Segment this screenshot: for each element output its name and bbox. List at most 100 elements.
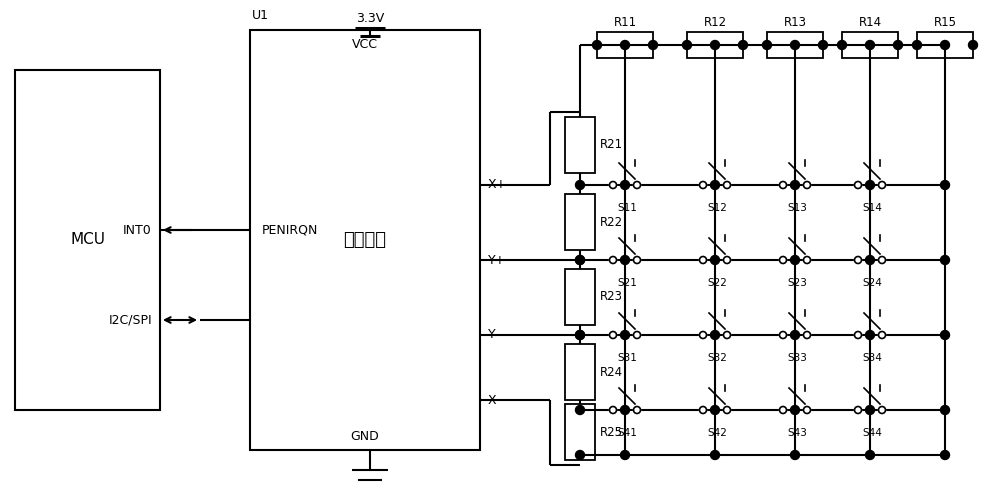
Circle shape: [634, 331, 640, 339]
Bar: [687, 32, 743, 58]
Circle shape: [576, 406, 584, 414]
Circle shape: [738, 41, 748, 49]
Text: R25: R25: [600, 426, 623, 439]
Text: S24: S24: [862, 278, 882, 288]
Text: MCU: MCU: [70, 232, 105, 247]
Circle shape: [710, 330, 720, 340]
Circle shape: [710, 406, 720, 414]
Text: S44: S44: [862, 428, 882, 438]
Circle shape: [790, 181, 800, 189]
Text: R22: R22: [600, 215, 623, 228]
Text: R24: R24: [600, 366, 623, 379]
Bar: [250, 30, 480, 450]
Circle shape: [700, 182, 706, 188]
Circle shape: [620, 451, 630, 459]
Circle shape: [780, 182, 786, 188]
Circle shape: [866, 406, 874, 414]
Circle shape: [610, 331, 616, 339]
Circle shape: [610, 407, 616, 413]
Circle shape: [854, 182, 862, 188]
Text: Y-: Y-: [488, 328, 499, 341]
Circle shape: [940, 256, 950, 265]
Text: R12: R12: [703, 16, 727, 29]
Circle shape: [576, 451, 584, 459]
Text: 3.3V: 3.3V: [356, 12, 384, 25]
Bar: [565, 269, 595, 325]
Text: S31: S31: [617, 353, 637, 363]
Circle shape: [879, 331, 886, 339]
Circle shape: [620, 330, 630, 340]
Text: R21: R21: [600, 139, 623, 152]
Circle shape: [894, 41, 902, 49]
Text: R11: R11: [613, 16, 637, 29]
Text: S14: S14: [862, 203, 882, 213]
Circle shape: [940, 406, 950, 414]
Circle shape: [879, 182, 886, 188]
Bar: [565, 344, 595, 400]
Circle shape: [818, 41, 828, 49]
Circle shape: [866, 451, 874, 459]
Circle shape: [790, 330, 800, 340]
Circle shape: [780, 407, 786, 413]
Circle shape: [879, 407, 886, 413]
Circle shape: [634, 407, 640, 413]
Circle shape: [700, 256, 706, 264]
Text: 触摸芯片: 触摸芯片: [344, 231, 386, 249]
Circle shape: [710, 41, 720, 49]
Text: S42: S42: [707, 428, 727, 438]
Circle shape: [620, 41, 630, 49]
Circle shape: [912, 41, 922, 49]
Circle shape: [634, 182, 640, 188]
Circle shape: [634, 256, 640, 264]
Circle shape: [804, 182, 810, 188]
Circle shape: [610, 182, 616, 188]
Circle shape: [724, 407, 730, 413]
Circle shape: [682, 41, 692, 49]
Circle shape: [610, 256, 616, 264]
Circle shape: [620, 256, 630, 265]
Circle shape: [804, 407, 810, 413]
Text: INT0: INT0: [123, 224, 152, 237]
Text: GND: GND: [351, 429, 379, 442]
Circle shape: [592, 41, 602, 49]
Circle shape: [940, 41, 950, 49]
Circle shape: [804, 256, 810, 264]
Circle shape: [940, 451, 950, 459]
Circle shape: [724, 331, 730, 339]
Text: S23: S23: [787, 278, 807, 288]
Circle shape: [576, 330, 584, 340]
Circle shape: [968, 41, 978, 49]
Circle shape: [866, 330, 874, 340]
Circle shape: [710, 256, 720, 265]
Text: Y+: Y+: [488, 254, 506, 267]
Bar: [565, 194, 595, 250]
Circle shape: [724, 256, 730, 264]
Circle shape: [866, 256, 874, 265]
Text: R15: R15: [934, 16, 956, 29]
Circle shape: [576, 256, 584, 265]
Text: S33: S33: [787, 353, 807, 363]
Circle shape: [780, 331, 786, 339]
Text: S41: S41: [617, 428, 637, 438]
Circle shape: [710, 181, 720, 189]
Circle shape: [879, 256, 886, 264]
Text: S22: S22: [707, 278, 727, 288]
Circle shape: [790, 41, 800, 49]
Circle shape: [620, 181, 630, 189]
Text: U1: U1: [252, 9, 269, 22]
Circle shape: [866, 41, 874, 49]
Text: S21: S21: [617, 278, 637, 288]
Text: X+: X+: [488, 179, 507, 191]
Text: VCC: VCC: [352, 38, 378, 51]
Bar: [917, 32, 973, 58]
Bar: [565, 117, 595, 173]
Circle shape: [866, 181, 874, 189]
Circle shape: [576, 256, 584, 265]
Text: S12: S12: [707, 203, 727, 213]
Bar: [597, 32, 653, 58]
Circle shape: [804, 331, 810, 339]
Circle shape: [576, 181, 584, 189]
Text: S13: S13: [787, 203, 807, 213]
Circle shape: [854, 407, 862, 413]
Text: PENIRQN: PENIRQN: [262, 224, 318, 237]
